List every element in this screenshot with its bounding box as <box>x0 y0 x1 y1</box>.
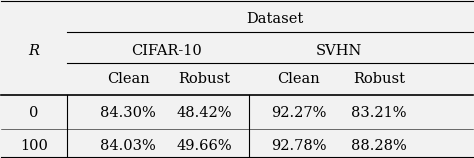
Text: 92.27%: 92.27% <box>271 106 326 120</box>
Text: 48.42%: 48.42% <box>176 106 232 120</box>
Text: 92.78%: 92.78% <box>271 139 326 153</box>
Text: 88.28%: 88.28% <box>351 139 407 153</box>
Text: Robust: Robust <box>178 72 230 86</box>
Text: 100: 100 <box>20 139 48 153</box>
Text: Robust: Robust <box>353 72 405 86</box>
Text: SVHN: SVHN <box>315 44 362 58</box>
Text: 84.30%: 84.30% <box>100 106 156 120</box>
Text: Dataset: Dataset <box>246 12 303 27</box>
Text: R: R <box>28 44 39 58</box>
Text: Clean: Clean <box>277 72 320 86</box>
Text: 0: 0 <box>29 106 38 120</box>
Text: 83.21%: 83.21% <box>351 106 407 120</box>
Text: Clean: Clean <box>107 72 150 86</box>
Text: 49.66%: 49.66% <box>176 139 232 153</box>
Text: 84.03%: 84.03% <box>100 139 156 153</box>
Text: CIFAR-10: CIFAR-10 <box>131 44 201 58</box>
